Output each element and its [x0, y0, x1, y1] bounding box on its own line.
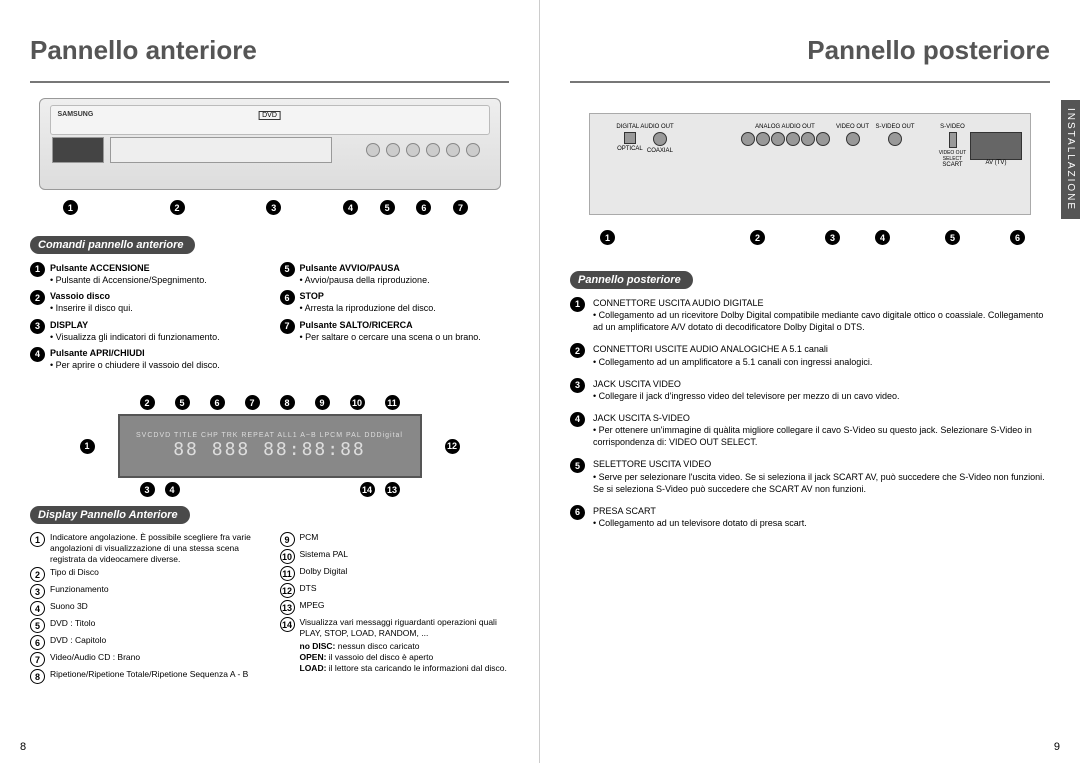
display-panel-diagram: 2567891011 1 SVCDVD TITLE CHP TRK REPEAT… — [80, 395, 460, 497]
list-item: 4Pulsante APRI/CHIUDIPer aprire o chiude… — [30, 347, 260, 371]
brand-label: SAMSUNG — [58, 111, 94, 118]
list-item: 2CONNETTORI USCITE AUDIO ANALOGICHE A 5.… — [570, 343, 1050, 367]
front-controls-list: 1Pulsante ACCENSIONEPulsante di Accensio… — [30, 262, 509, 375]
list-item: 3Funzionamento — [30, 584, 260, 599]
list-item: 1Pulsante ACCENSIONEPulsante di Accensio… — [30, 262, 260, 286]
list-item: 5Pulsante AVVIO/PAUSAAvvio/pausa della r… — [280, 262, 510, 286]
list-item: 6DVD : Capitolo — [30, 635, 260, 650]
page-title-left: Pannello anteriore — [30, 35, 509, 66]
list-item: 4Suono 3D — [30, 601, 260, 616]
page-number-right: 9 — [1054, 741, 1060, 753]
list-item: 12DTS — [280, 583, 510, 598]
list-item: 2Tipo di Disco — [30, 567, 260, 582]
rear-panel-list: 1CONNETTORE USCITA AUDIO DIGITALECollega… — [570, 297, 1050, 529]
list-item: 6STOPArresta la riproduzione del disco. — [280, 290, 510, 314]
page-title-right: Pannello posteriore — [570, 35, 1050, 66]
list-item: 7Video/Audio CD : Brano — [30, 652, 260, 667]
page-number-left: 8 — [20, 741, 26, 753]
section-tab: INSTALLAZIONE — [1061, 100, 1080, 219]
section-display-panel: Display Pannello Anteriore — [30, 506, 190, 524]
dvd-logo: DVD — [258, 111, 281, 120]
section-rear-panel: Pannello posteriore — [570, 271, 693, 289]
list-item: 9PCM — [280, 532, 510, 547]
list-item: 6PRESA SCARTCollegamento ad un televisor… — [570, 505, 1050, 529]
section-front-controls: Comandi pannello anteriore — [30, 236, 195, 254]
list-item: 10Sistema PAL — [280, 549, 510, 564]
rear-panel-diagram: DIGITAL AUDIO OUT OPTICAL COAXIAL ANALOG… — [589, 113, 1031, 215]
list-item: 1CONNETTORE USCITA AUDIO DIGITALECollega… — [570, 297, 1050, 333]
list-item: 5DVD : Titolo — [30, 618, 260, 633]
list-item: 13MPEG — [280, 600, 510, 615]
display-indicators-list: 1Indicatore angolazione. È possibile sce… — [30, 532, 509, 686]
list-item: 1Indicatore angolazione. È possibile sce… — [30, 532, 260, 565]
list-item: 11Dolby Digital — [280, 566, 510, 581]
front-panel-diagram: SAMSUNG DVD — [39, 98, 501, 190]
list-item: 14Visualizza vari messaggi riguardanti o… — [280, 617, 510, 639]
divider — [570, 81, 1050, 83]
front-callouts: 1 2 3 4 5 6 7 — [60, 200, 479, 215]
list-item: 5SELETTORE USCITA VIDEOServe per selezio… — [570, 458, 1050, 494]
list-item: 2Vassoio discoInserire il disco qui. — [30, 290, 260, 314]
list-item: 8Ripetione/Ripetione Totale/Ripetione Se… — [30, 669, 260, 684]
list-item: 7Pulsante SALTO/RICERCAPer saltare o cer… — [280, 319, 510, 343]
list-item: 3JACK USCITA VIDEOCollegare il jack d'in… — [570, 378, 1050, 402]
divider — [30, 81, 509, 83]
list-item: 3DISPLAYVisualizza gli indicatori di fun… — [30, 319, 260, 343]
rear-callouts: 1 2 3 4 5 6 — [570, 230, 1050, 245]
list-item: 4JACK USCITA S-VIDEOPer ottenere un'imma… — [570, 412, 1050, 448]
